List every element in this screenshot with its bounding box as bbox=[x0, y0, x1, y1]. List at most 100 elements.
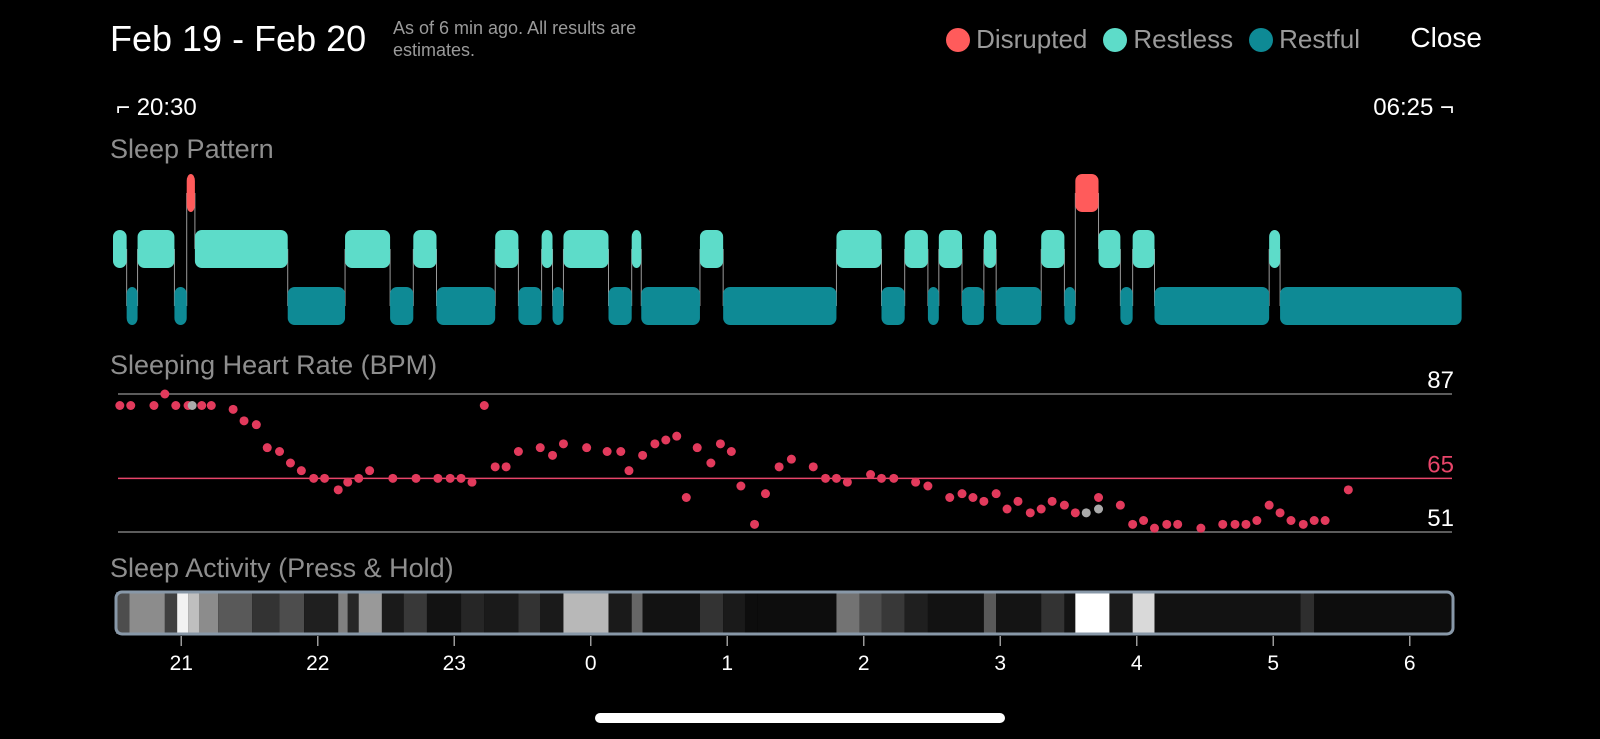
hr-point bbox=[866, 470, 876, 479]
sleep-segment-restless bbox=[413, 230, 437, 268]
sleep-segment-restless bbox=[904, 230, 928, 268]
hr-point bbox=[1320, 516, 1330, 525]
sleep-segment-restful bbox=[1064, 287, 1076, 325]
sleep-segment-restless bbox=[563, 230, 609, 268]
time-tick-label: 21 bbox=[170, 652, 193, 675]
sleep-segment-restless bbox=[938, 230, 963, 268]
sleep-segment-restful bbox=[126, 287, 138, 325]
sleep-segment-restless bbox=[1098, 230, 1121, 268]
time-tick-label: 22 bbox=[306, 652, 329, 675]
time-tick-label: 23 bbox=[443, 652, 466, 675]
activity-band bbox=[563, 592, 609, 634]
hr-point bbox=[251, 420, 261, 430]
legend: Disrupted Restless Restful bbox=[946, 24, 1360, 55]
hr-max-label: 87 bbox=[1427, 367, 1454, 394]
hr-point bbox=[333, 485, 343, 495]
hr-avg-label: 65 bbox=[1427, 451, 1454, 478]
hr-point bbox=[1149, 523, 1159, 533]
hr-point bbox=[1309, 516, 1319, 525]
hr-point bbox=[945, 493, 955, 502]
end-bracket-icon: ¬ bbox=[1433, 94, 1454, 121]
time-tick-label: 5 bbox=[1267, 652, 1279, 675]
end-time: 06:25 ¬ bbox=[1373, 94, 1454, 122]
hr-point bbox=[991, 489, 1001, 499]
hr-point bbox=[1059, 500, 1069, 510]
sleep-segment-restful bbox=[287, 287, 346, 325]
hr-point bbox=[1128, 519, 1138, 529]
sleep-segment-restless bbox=[194, 230, 288, 268]
activity-band bbox=[881, 592, 905, 634]
sleep-segment-restful bbox=[641, 287, 700, 325]
activity-band bbox=[381, 592, 404, 634]
sleep-activity-chart[interactable] bbox=[114, 590, 1455, 636]
hr-point bbox=[968, 493, 978, 502]
close-button[interactable]: Close bbox=[1410, 22, 1482, 53]
sleep-segment-restless bbox=[631, 230, 642, 268]
hr-point bbox=[774, 462, 784, 472]
activity-band bbox=[338, 592, 348, 634]
legend-item-restless: Restless bbox=[1103, 24, 1233, 55]
hr-point bbox=[661, 435, 671, 445]
restless-dot-icon bbox=[1103, 27, 1128, 52]
sleep-pattern-chart[interactable] bbox=[113, 174, 1462, 325]
hr-point bbox=[706, 458, 716, 468]
sleep-segment-restful bbox=[1280, 287, 1462, 325]
hr-point bbox=[445, 473, 455, 483]
sleep-segment-restful bbox=[881, 287, 905, 325]
hr-point bbox=[1162, 519, 1172, 529]
legend-item-restful: Restful bbox=[1249, 24, 1360, 55]
activity-band bbox=[859, 592, 882, 634]
sleep-segment-restful bbox=[518, 287, 542, 325]
hr-point bbox=[726, 447, 736, 456]
hr-point bbox=[1252, 516, 1262, 525]
hr-point bbox=[1230, 519, 1240, 529]
activity-band bbox=[996, 592, 1042, 634]
sleep-segment-restful bbox=[1154, 287, 1270, 325]
start-time-label: 20:30 bbox=[136, 94, 197, 121]
activity-band bbox=[1132, 592, 1155, 634]
activity-band bbox=[358, 592, 382, 634]
home-indicator[interactable] bbox=[595, 713, 1005, 723]
hr-point bbox=[490, 462, 500, 472]
activity-band bbox=[1109, 592, 1133, 634]
activity-band bbox=[1314, 592, 1453, 634]
hr-point bbox=[467, 477, 477, 487]
hr-point bbox=[1094, 493, 1104, 502]
sleep-segment-restful bbox=[436, 287, 496, 325]
activity-strip-frame[interactable] bbox=[114, 590, 1455, 636]
activity-band bbox=[252, 592, 280, 634]
sleep-segment-restless bbox=[1041, 230, 1065, 268]
activity-title: Sleep Activity (Press & Hold) bbox=[110, 553, 454, 583]
hr-point bbox=[786, 454, 796, 464]
sleep-segment-restless bbox=[495, 230, 519, 268]
activity-band bbox=[927, 592, 984, 634]
activity-band bbox=[484, 592, 519, 634]
hr-point bbox=[239, 416, 249, 426]
hr-point bbox=[558, 439, 568, 449]
activity-band bbox=[608, 592, 632, 634]
activity-band bbox=[1064, 592, 1076, 634]
start-bracket-icon: ⌐ bbox=[116, 94, 137, 121]
hr-point bbox=[1196, 523, 1206, 533]
activity-band bbox=[304, 592, 339, 634]
sleep-segment-restful bbox=[996, 287, 1042, 325]
hr-point bbox=[650, 439, 660, 449]
hr-point bbox=[1025, 508, 1035, 518]
hr-point bbox=[126, 401, 136, 410]
hr-point bbox=[262, 443, 272, 453]
sleep-segment-restless bbox=[699, 230, 724, 268]
activity-band bbox=[757, 592, 837, 634]
hr-point bbox=[296, 466, 306, 476]
hr-point bbox=[1343, 485, 1353, 495]
hr-point-gray bbox=[1094, 504, 1104, 514]
hr-point bbox=[842, 477, 852, 487]
hr-point bbox=[979, 496, 989, 506]
activity-band bbox=[1041, 592, 1065, 634]
sleep-segment-restful bbox=[1120, 287, 1133, 325]
estimate-note: As of 6 min ago. All results are estimat… bbox=[393, 18, 637, 60]
legend-label-disrupted: Disrupted bbox=[976, 24, 1088, 54]
hr-point bbox=[923, 481, 933, 491]
hr-point bbox=[624, 466, 634, 476]
activity-band bbox=[461, 592, 485, 634]
